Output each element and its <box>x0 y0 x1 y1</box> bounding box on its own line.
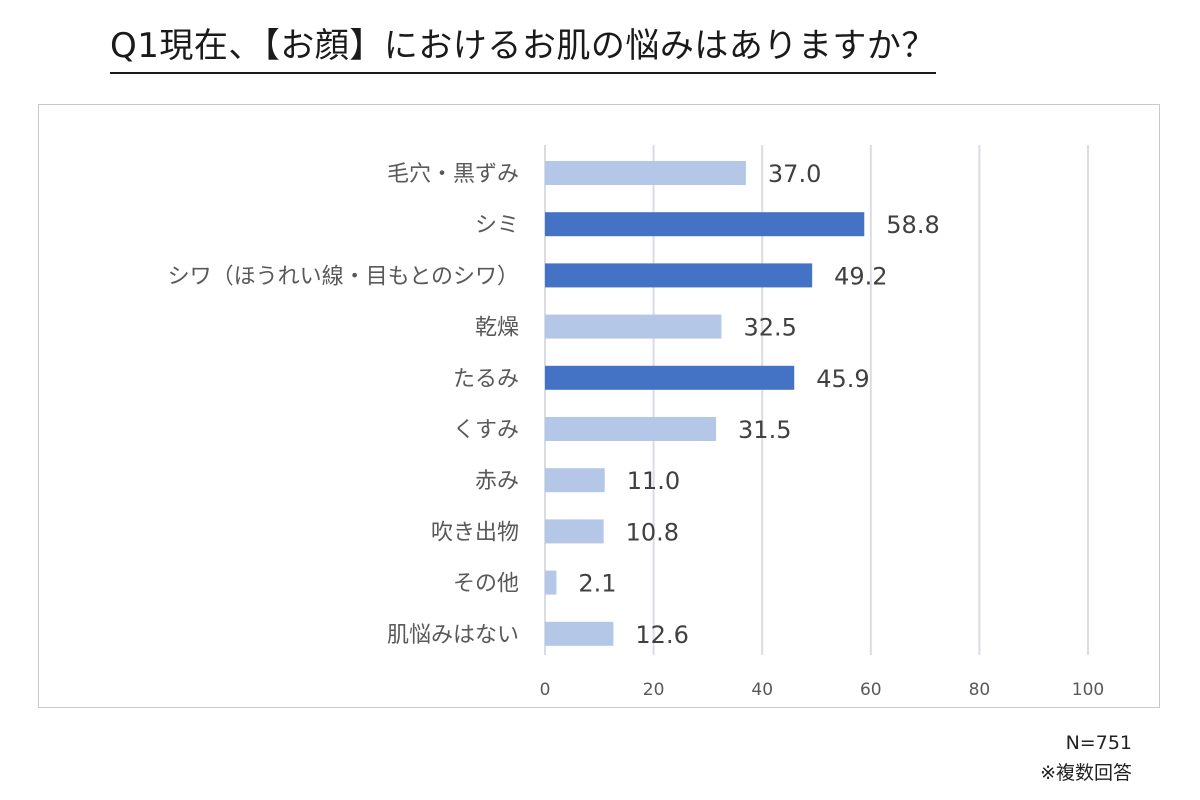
bar <box>545 468 605 493</box>
bar-chart: 0 20 40 60 80 100 毛穴・黒ずみ 37.0 シミ 58.8 シワ（ほうれい線・目もと… <box>168 145 1104 700</box>
x-tick-label: 80 <box>969 680 991 700</box>
x-tick-label: 100 <box>1072 680 1104 700</box>
data-label: 58.8 <box>886 211 939 239</box>
category-label: 吹き出物 <box>431 520 519 545</box>
category-label: 毛穴・黒ずみ <box>387 162 519 187</box>
data-label: 12.6 <box>635 621 688 649</box>
data-label: 45.9 <box>816 365 869 393</box>
bar <box>545 365 795 390</box>
x-tick-label: 0 <box>540 680 551 700</box>
data-label: 37.0 <box>768 160 821 188</box>
data-label: 31.5 <box>738 416 791 444</box>
data-label: 32.5 <box>743 314 796 342</box>
chart-title: Q1現在、【お顔】におけるお肌の悩みはありますか？ <box>110 18 936 74</box>
data-label: 49.2 <box>834 262 887 290</box>
bar <box>545 519 604 544</box>
category-label: くすみ <box>453 418 519 443</box>
bar <box>545 314 722 339</box>
bar <box>545 263 813 288</box>
category-label: 乾燥 <box>475 316 519 341</box>
x-tick-label: 40 <box>751 680 773 700</box>
category-label: シミ <box>475 213 519 238</box>
bar <box>545 570 557 595</box>
data-label: 10.8 <box>626 518 679 546</box>
category-label: 赤み <box>475 469 519 494</box>
chart-frame: 0 20 40 60 80 100 毛穴・黒ずみ 37.0 シミ 58.8 シワ（ほうれい線・目もと… <box>38 104 1160 708</box>
category-label: たるみ <box>453 367 519 392</box>
multiple-answer-note: ※複数回答 <box>1040 762 1132 784</box>
category-label: その他 <box>453 572 519 597</box>
bar <box>545 621 614 646</box>
x-tick-label: 60 <box>860 680 882 700</box>
data-label: 11.0 <box>627 467 680 495</box>
data-label: 2.1 <box>578 570 616 598</box>
x-tick-label: 20 <box>643 680 665 700</box>
category-label: シワ（ほうれい線・目もとのシワ） <box>168 264 519 289</box>
bar <box>545 212 865 237</box>
bar <box>545 161 746 185</box>
category-label: 肌悩みはない <box>387 623 519 648</box>
bar <box>545 417 717 441</box>
sample-size-note: N=751 <box>1065 732 1132 754</box>
